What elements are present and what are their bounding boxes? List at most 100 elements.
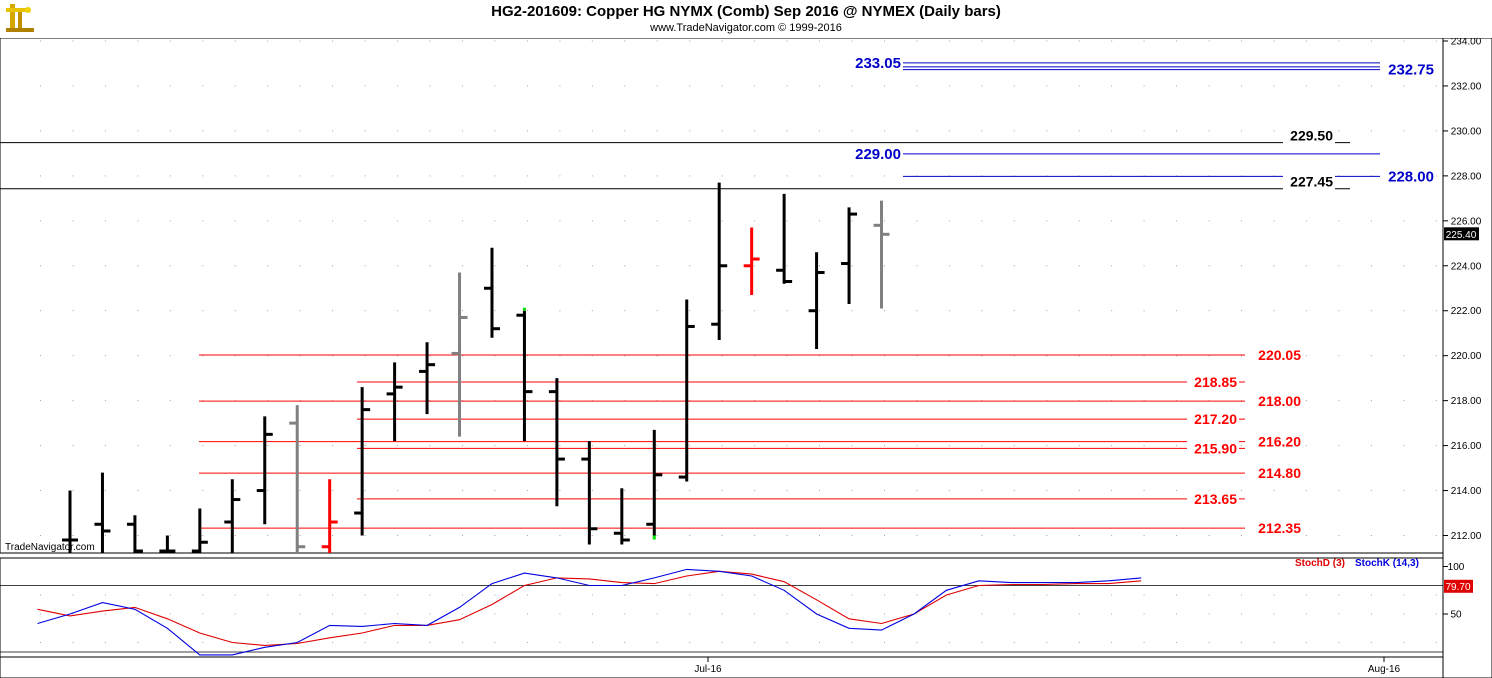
grid-dot [624, 85, 626, 87]
grid-dot [364, 535, 366, 536]
grid-dot [819, 355, 820, 357]
grid-dot [559, 310, 561, 312]
axis-strip [1442, 37, 1492, 678]
grid-dot [1273, 85, 1275, 87]
grid-dot [1273, 220, 1275, 222]
grid-dot [397, 400, 399, 402]
grid-dot [397, 85, 399, 87]
grid-dot [137, 85, 139, 87]
grid-dot [332, 355, 334, 357]
grid-dot [721, 130, 723, 132]
grid-dot [1305, 594, 1307, 596]
grid-dot [916, 130, 918, 132]
grid-dot [169, 642, 171, 643]
ohlc-bar [548, 378, 565, 507]
price-tick-label: 222.00 [1451, 306, 1482, 317]
grid-dot [234, 175, 236, 177]
grid-dot [1176, 642, 1178, 643]
grid-dot [1403, 400, 1405, 402]
grid-dot [332, 130, 334, 132]
grid-dot [721, 40, 723, 42]
grid-dot [819, 535, 820, 536]
grid-dot [981, 40, 983, 42]
grid-dot [364, 355, 366, 357]
grid-dot [267, 310, 269, 312]
grid-dot [462, 642, 463, 643]
grid-dot [1370, 594, 1372, 596]
ohlc-bar [191, 508, 208, 553]
grid-dot [754, 535, 756, 536]
grid-dot [1013, 130, 1015, 132]
grid-dot [721, 594, 723, 596]
grid-dot [526, 594, 528, 596]
grid-dot [462, 220, 463, 222]
price-tick-label: 220.00 [1451, 351, 1482, 362]
grid-dot [202, 642, 204, 643]
grid-dot [721, 400, 723, 402]
grid-dot [948, 310, 950, 312]
grid-dot [624, 613, 626, 615]
grid-dot [267, 400, 269, 402]
grid-dot [1143, 85, 1145, 87]
grid-dot [72, 310, 74, 312]
grid-dot [624, 40, 626, 42]
grid-dot [624, 310, 626, 312]
grid-dot [1241, 130, 1242, 132]
grid-dot [981, 594, 983, 596]
grid-dot [591, 130, 593, 132]
grid-dot [1305, 220, 1307, 222]
grid-dot [851, 130, 853, 132]
grid-dot [1013, 220, 1015, 222]
ohlc-bar [646, 429, 663, 540]
grid-dot [40, 535, 41, 536]
grid-dot [981, 490, 983, 491]
stochD-legend: StochD (3) [1295, 558, 1345, 569]
grid-dot [624, 220, 626, 222]
grid-dot [104, 594, 106, 596]
ohlc-bar [711, 182, 728, 340]
grid-dot [169, 40, 171, 42]
grid-dot [754, 613, 756, 615]
grid-dot [851, 85, 853, 87]
stoch-tick-label: 50 [1450, 610, 1462, 621]
grid-dot [494, 40, 496, 42]
grid-dot [40, 613, 41, 615]
grid-dot [169, 355, 171, 357]
grid-dot [689, 85, 691, 87]
grid-dot [494, 175, 496, 177]
grid-dot [1241, 594, 1242, 596]
grid-dot [526, 400, 528, 402]
grid-dot [72, 175, 74, 177]
grid-dot [364, 220, 366, 222]
grid-dot [1435, 445, 1437, 447]
grid-dot [1208, 594, 1210, 596]
grid-dot [591, 355, 593, 357]
grid-dot [948, 85, 950, 87]
grid-dot [40, 130, 41, 132]
grid-dot [494, 490, 496, 491]
grid-dot [72, 445, 74, 447]
grid-dot [1370, 40, 1372, 42]
grid-dot [1403, 642, 1405, 643]
grid-dot [1176, 613, 1178, 615]
grid-dot [851, 613, 853, 615]
grid-dot [1013, 310, 1015, 312]
grid-dot [397, 490, 399, 491]
grid-dot [1046, 613, 1048, 615]
grid-dot [851, 400, 853, 402]
grid-dot [332, 490, 334, 491]
grid-dot [559, 130, 561, 132]
grid-dot [1013, 613, 1015, 615]
grid-dot [104, 642, 106, 643]
grid-dot [1046, 310, 1048, 312]
grid-dot [1273, 613, 1275, 615]
grid-dot [559, 642, 561, 643]
grid-dot [1208, 310, 1210, 312]
grid-dot [1338, 642, 1340, 643]
grid-dot [202, 40, 204, 42]
ohlc-bar [321, 479, 338, 553]
grid-dot [462, 355, 463, 357]
grid-dot [1176, 310, 1178, 312]
grid-dot [1338, 130, 1340, 132]
grid-dot [1338, 220, 1340, 222]
